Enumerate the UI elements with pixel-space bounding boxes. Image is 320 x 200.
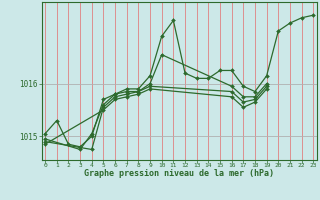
X-axis label: Graphe pression niveau de la mer (hPa): Graphe pression niveau de la mer (hPa) (84, 169, 274, 178)
